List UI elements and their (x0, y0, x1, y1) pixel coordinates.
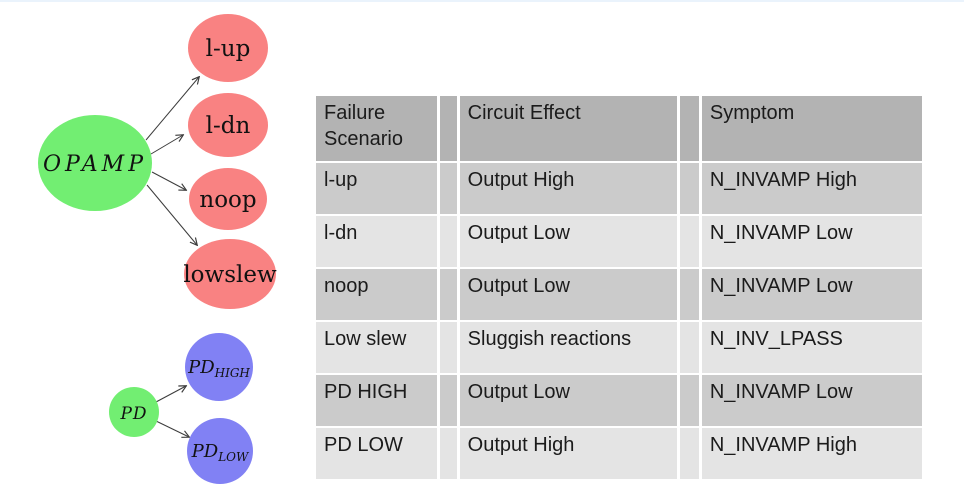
arrow-pd-high (155, 386, 186, 403)
pd-node (109, 387, 159, 437)
cell-scenario: PD HIGH (316, 375, 437, 426)
lup-label: l-up (206, 36, 251, 62)
cell-scenario: Low slew (316, 322, 437, 373)
ldn-label: l-dn (206, 113, 251, 139)
lup-node (188, 14, 268, 82)
cell-effect: Output High (459, 163, 677, 214)
failure-table: Failure Scenario Circuit Effect Symptom … (313, 94, 925, 481)
cell-spacer (439, 269, 457, 320)
cell-effect: Sluggish reactions (459, 322, 677, 373)
header-failure-scenario: Failure Scenario (316, 96, 437, 161)
cell-symptom: N_INV_LPASS (701, 322, 922, 373)
cell-scenario: noop (316, 269, 437, 320)
cell-spacer (679, 216, 699, 267)
header-symptom: Symptom (701, 96, 922, 161)
cell-spacer (439, 163, 457, 214)
cell-symptom: N_INVAMP High (701, 428, 922, 479)
lowslew-label: lowslew (183, 262, 277, 288)
header-spacer-2 (679, 96, 699, 161)
cell-scenario: l-dn (316, 216, 437, 267)
pd-high-node (185, 333, 253, 401)
pd-label: PD (119, 404, 147, 424)
cell-symptom: N_INVAMP Low (701, 375, 922, 426)
cell-symptom: N_INVAMP Low (701, 216, 922, 267)
lowslew-node (184, 239, 276, 309)
table-row: l-up Output High N_INVAMP High (316, 163, 922, 214)
cell-spacer (439, 428, 457, 479)
cell-spacer (439, 322, 457, 373)
cell-spacer (679, 163, 699, 214)
cell-spacer (439, 216, 457, 267)
cell-effect: Output Low (459, 375, 677, 426)
cell-effect: Output Low (459, 216, 677, 267)
ldn-node (188, 93, 268, 157)
cell-spacer (679, 428, 699, 479)
arrow-opamp-noop (151, 171, 186, 190)
cell-spacer (679, 269, 699, 320)
cell-scenario: PD LOW (316, 428, 437, 479)
table-row: PD LOW Output High N_INVAMP High (316, 428, 922, 479)
header-circuit-effect: Circuit Effect (459, 96, 677, 161)
cell-effect: Output High (459, 428, 677, 479)
cell-scenario: l-up (316, 163, 437, 214)
arrow-opamp-lup (145, 77, 199, 141)
cell-spacer (679, 375, 699, 426)
table-row: noop Output Low N_INVAMP Low (316, 269, 922, 320)
arrow-pd-low (155, 420, 189, 437)
noop-node (189, 168, 267, 230)
pd-low-label: PDLOW (191, 441, 250, 464)
cell-symptom: N_INVAMP Low (701, 269, 922, 320)
header-spacer-1 (439, 96, 457, 161)
pd-high-label: PDHIGH (187, 357, 250, 380)
table-header-row: Failure Scenario Circuit Effect Symptom (316, 96, 922, 161)
table-row: Low slew Sluggish reactions N_INV_LPASS (316, 322, 922, 373)
table-row: PD HIGH Output Low N_INVAMP Low (316, 375, 922, 426)
opamp-node (38, 115, 152, 211)
opamp-label: OPAMP (43, 152, 147, 177)
cell-spacer (679, 322, 699, 373)
cell-spacer (439, 375, 457, 426)
pd-arrows (155, 386, 189, 437)
cell-symptom: N_INVAMP High (701, 163, 922, 214)
opamp-arrows (145, 77, 199, 245)
noop-label: noop (199, 187, 256, 213)
slide-top-border (0, 0, 964, 2)
pd-low-node (187, 418, 253, 484)
fault-tree-diagram: OPAMP l-up l-dn noop lowslew PD PDHIGH P… (38, 14, 277, 484)
table-row: l-dn Output Low N_INVAMP Low (316, 216, 922, 267)
arrow-opamp-lowslew (146, 184, 197, 245)
cell-effect: Output Low (459, 269, 677, 320)
arrow-opamp-ldn (150, 135, 183, 155)
